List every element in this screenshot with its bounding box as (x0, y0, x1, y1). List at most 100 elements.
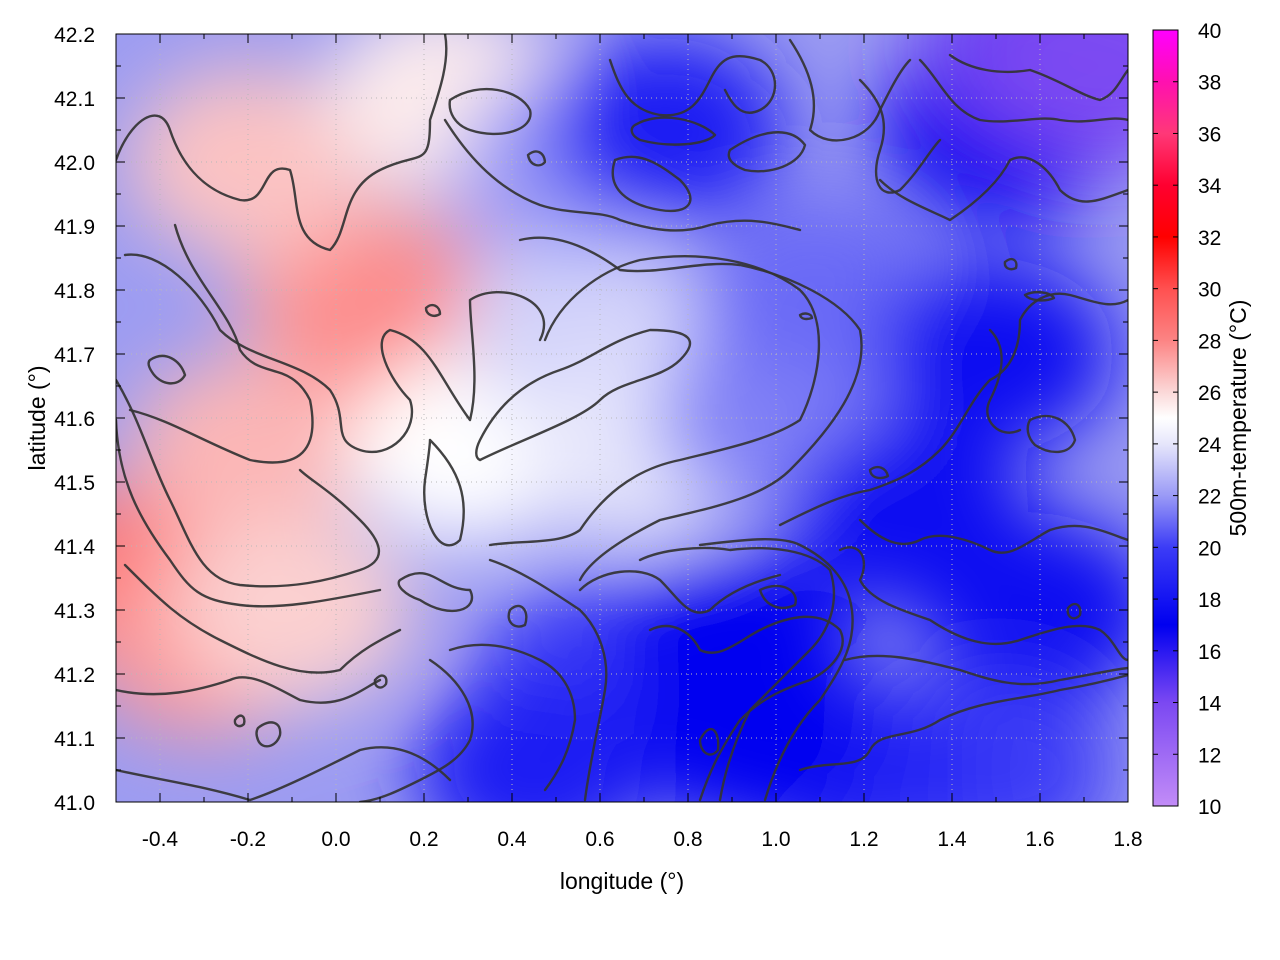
contour-line (255, 721, 282, 748)
contour-line (443, 118, 802, 232)
contour-line (116, 746, 452, 802)
field-sample (128, 67, 368, 257)
contour-line (358, 658, 474, 802)
contour-line (1023, 290, 1056, 302)
grid-lines (116, 33, 1129, 803)
colorbar-tick-label: 18 (1198, 589, 1221, 612)
x-tick-label: -0.2 (230, 828, 266, 851)
axis-ticks (116, 33, 1129, 803)
colorbar-tick-label: 12 (1198, 744, 1221, 767)
contour-line (648, 615, 844, 802)
colorbar-tick-label: 30 (1198, 279, 1221, 302)
field-sample (414, 675, 654, 802)
field-sample (546, 35, 786, 225)
contour-line (475, 328, 692, 462)
x-tick-label: 1.0 (761, 828, 790, 851)
contour-line (116, 378, 380, 588)
x-tick-label: 0.4 (497, 828, 527, 851)
field-sample (920, 515, 1128, 705)
y-tick-label: 41.7 (54, 344, 95, 367)
contour-line (128, 223, 314, 464)
contour-line (858, 518, 1128, 554)
contour-line (798, 312, 814, 321)
x-tick-label: 0.6 (585, 828, 614, 851)
x-tick-label: 0.2 (409, 828, 438, 851)
temperature-contours (116, 34, 1128, 802)
y-tick-label: 41.6 (54, 408, 95, 431)
colorbar-tick-label: 34 (1198, 175, 1222, 198)
plot-area (115, 33, 1129, 803)
field-sample (634, 643, 874, 802)
colorbar-tick-labels: 10 12 14 16 18 20 22 24 26 28 30 32 34 36 38 40 (1198, 20, 1222, 819)
colorbar-tick-label: 36 (1198, 123, 1221, 146)
contour-line (778, 292, 1128, 527)
contour-line (630, 116, 717, 146)
contour-line (123, 253, 546, 453)
y-tick-label: 41.3 (54, 600, 95, 623)
contour-line (948, 53, 1128, 102)
contour-line (868, 465, 890, 480)
contour-line (798, 673, 1128, 772)
contour-line (1003, 257, 1018, 271)
x-axis-tick-labels: -0.4 -0.2 0.0 0.2 0.4 0.6 0.8 1.0 1.2 1.4 1.6 1.8 (142, 828, 1143, 851)
contour-line (838, 546, 1128, 662)
contour-line (843, 654, 1128, 686)
colorbar-title: 500m-temperature (°C) (1225, 300, 1251, 537)
contour-line (518, 236, 863, 582)
contour-line (116, 676, 382, 704)
contour-line (448, 87, 532, 136)
field-sample (986, 34, 1128, 161)
y-tick-label: 41.5 (54, 472, 95, 495)
contour-line (878, 156, 1128, 222)
contour-line (147, 354, 187, 385)
contour-line (373, 674, 388, 689)
colorbar-tick-label: 16 (1198, 641, 1221, 664)
contour-line (758, 584, 797, 610)
y-tick-label: 42.0 (54, 152, 95, 175)
colorbar-tick-label: 20 (1198, 537, 1221, 560)
colorbar-tick-label: 38 (1198, 72, 1221, 95)
contour-line (116, 34, 448, 252)
contour-line (116, 418, 382, 608)
colorbar-scale (1152, 29, 1179, 807)
contour-line (858, 78, 942, 194)
y-tick-label: 41.0 (54, 792, 95, 815)
x-tick-label: 0.0 (321, 828, 350, 851)
contour-line (578, 570, 782, 614)
contour-line (698, 538, 854, 802)
contour-line (488, 558, 608, 802)
y-axis-tick-labels: 41.0 41.1 41.2 41.3 41.4 41.5 41.6 41.7 41.8 41.9… (54, 24, 95, 815)
y-axis-title: latitude (°) (24, 365, 50, 470)
contour-line (611, 155, 692, 213)
contour-line (448, 643, 577, 792)
contour-line (1066, 602, 1082, 620)
y-tick-label: 42.2 (54, 24, 95, 47)
colorbar-tick-label: 14 (1198, 693, 1222, 716)
contour-line (727, 131, 807, 173)
x-axis-title: longitude (°) (560, 868, 684, 894)
contour-line (507, 604, 528, 628)
colorbar-tick-label: 24 (1198, 434, 1222, 457)
colorbar-tick-label: 32 (1198, 227, 1221, 250)
contour-line (424, 303, 442, 317)
contour-line (608, 54, 777, 117)
colorbar: 10 12 14 16 18 20 22 24 26 28 30 32 34 36 38 40 500m-te… (1152, 20, 1251, 819)
y-tick-label: 41.9 (54, 216, 95, 239)
contour-line (488, 255, 821, 547)
contour-line (397, 572, 474, 613)
x-tick-label: 1.6 (1025, 828, 1054, 851)
colorbar-tick-label: 26 (1198, 382, 1221, 405)
y-tick-label: 41.8 (54, 280, 95, 303)
contour-line (788, 38, 912, 142)
y-tick-label: 41.1 (54, 728, 95, 751)
contour-line (526, 150, 547, 167)
contour-line (698, 727, 720, 756)
contour-line (638, 546, 836, 802)
temperature-field (116, 34, 1128, 802)
contour-line (1026, 414, 1077, 454)
x-tick-label: 1.2 (849, 828, 878, 851)
y-tick-label: 42.1 (54, 88, 95, 111)
colorbar-tick-label: 22 (1198, 486, 1221, 509)
colorbar-tick-label: 10 (1198, 796, 1221, 819)
